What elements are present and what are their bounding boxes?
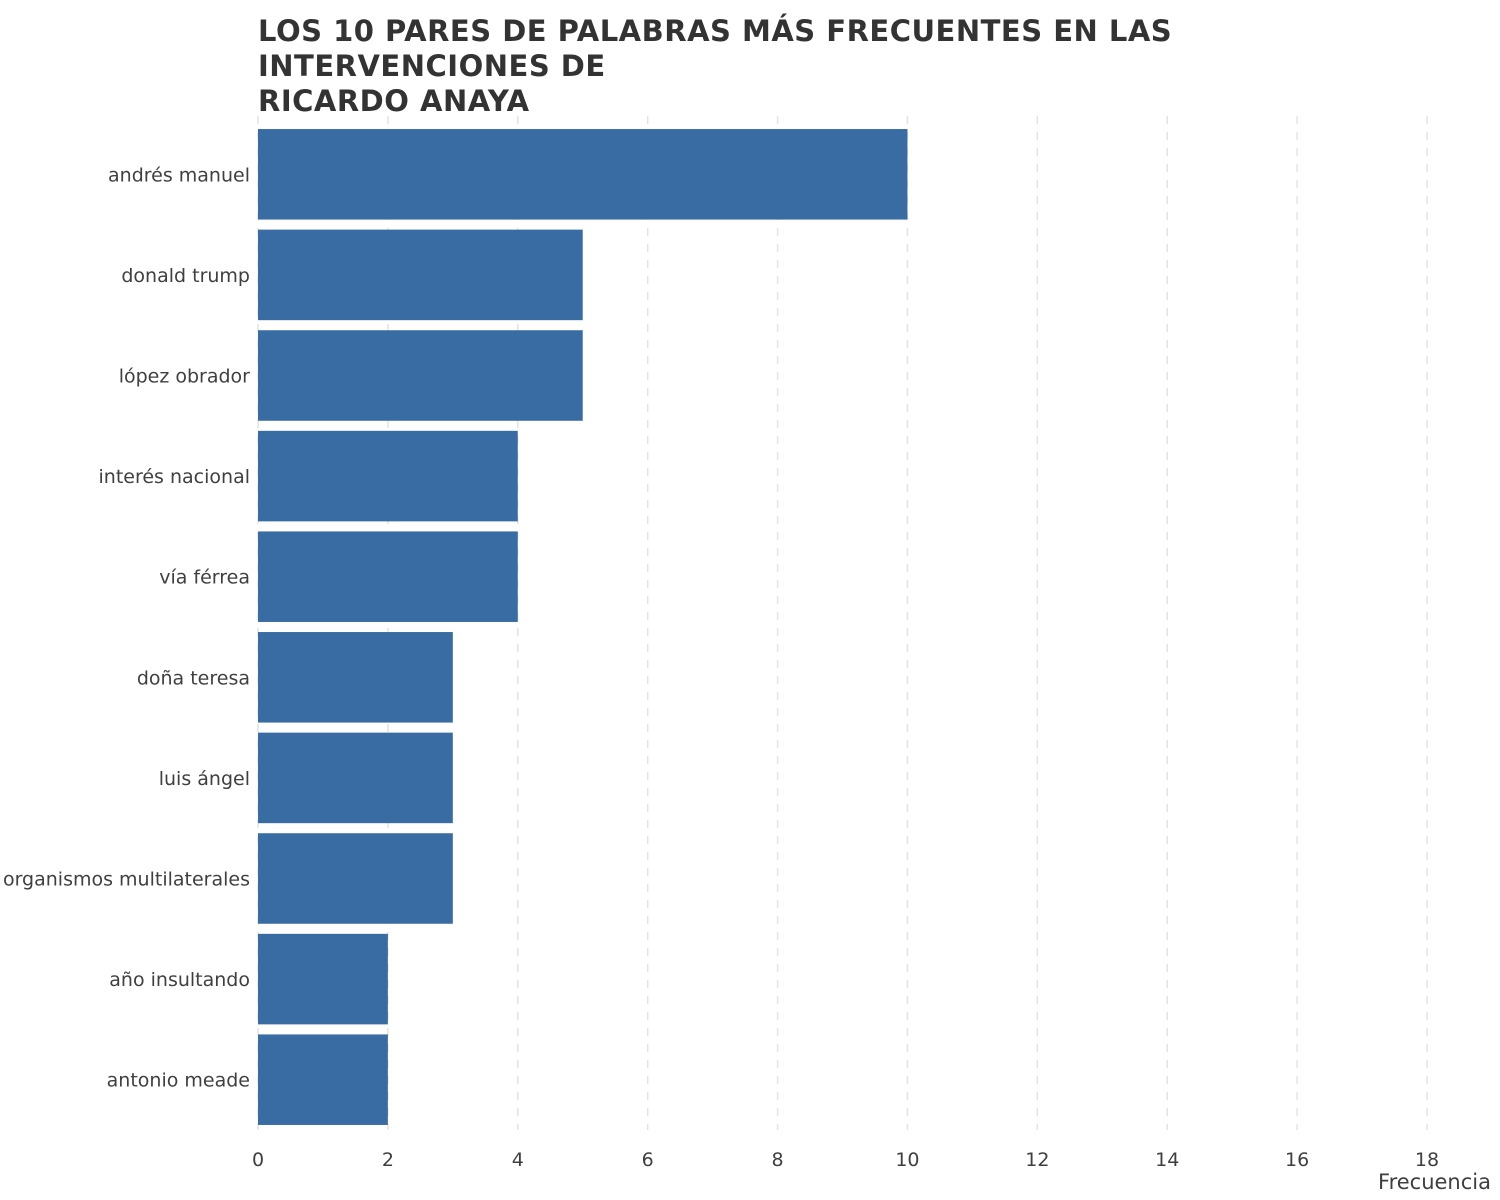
category-label: organismos multilaterales: [3, 869, 250, 891]
x-tick-label: 16: [1285, 1149, 1309, 1171]
bar: [258, 330, 583, 421]
x-tick-label: 2: [382, 1149, 394, 1171]
category-labels: andrés manuel donald trump lópez obrador in…: [3, 164, 250, 1091]
chart-title: LOS 10 PARES DE PALABRAS MÁS FRECUENTES …: [258, 14, 1173, 118]
bar: [258, 1034, 388, 1125]
x-tick-label: 4: [512, 1149, 524, 1171]
bar: [258, 933, 388, 1025]
x-tick-label: 0: [252, 1149, 264, 1171]
x-tick-label: 8: [772, 1149, 784, 1171]
bar: [258, 833, 453, 924]
x-tick-label: 12: [1025, 1149, 1049, 1171]
x-tick-label: 14: [1155, 1149, 1179, 1171]
bar: [258, 732, 453, 824]
category-label: lópez obrador: [119, 366, 250, 388]
x-tick-label: 6: [642, 1149, 654, 1171]
x-tick-label: 18: [1415, 1149, 1439, 1171]
x-tick-label: 10: [895, 1149, 919, 1171]
x-axis-title: Frecuencia: [1378, 1170, 1491, 1194]
category-label: andrés manuel: [108, 164, 250, 186]
bar: [258, 632, 453, 723]
category-label: doña teresa: [137, 667, 250, 689]
bar: [258, 129, 908, 220]
category-label: interés nacional: [99, 466, 250, 488]
bar: [258, 229, 583, 321]
category-label: vía férrea: [159, 567, 250, 589]
category-label: año insultando: [109, 969, 250, 991]
category-label: antonio meade: [107, 1070, 250, 1092]
bar: [258, 430, 518, 522]
bar: [258, 531, 518, 622]
x-tick-labels: 0 2 4 6 8 10 12 14 16 18: [252, 1149, 1439, 1171]
category-label: donald trump: [121, 265, 250, 287]
category-label: luis ángel: [159, 768, 250, 790]
bars: [258, 129, 908, 1125]
